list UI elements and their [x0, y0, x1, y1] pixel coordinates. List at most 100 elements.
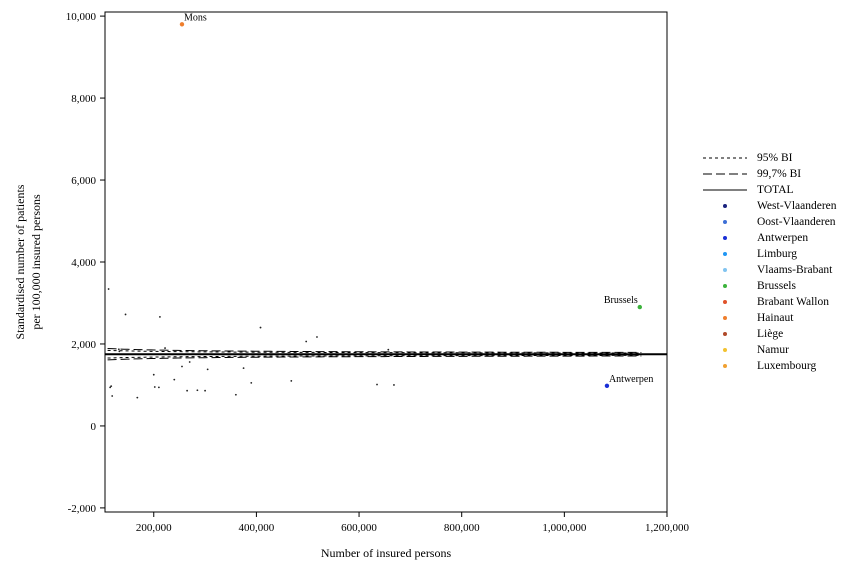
x-tick-label: 600,000: [341, 522, 377, 534]
legend-key: [703, 262, 747, 278]
legend: 95% BI 99,7% BI TOTAL West-Vlaanderen Oost-V…: [703, 150, 837, 374]
legend-key: [703, 310, 747, 326]
legend-key: [703, 342, 747, 358]
legend-item: 99,7% BI: [703, 166, 837, 182]
legend-item: Limburg: [703, 246, 837, 262]
data-point: [152, 373, 155, 376]
data-point: [136, 396, 139, 399]
legend-dot-icon: [723, 220, 727, 224]
legend-label: Namur: [757, 344, 789, 356]
data-point: [111, 395, 114, 397]
legend-dot-icon: [723, 252, 727, 256]
plot-points: Mons Brussels Antwerpen: [107, 12, 653, 399]
legend-key: [703, 358, 747, 374]
legend-item: Oost-Vlaanderen: [703, 214, 837, 230]
point-label: Brussels: [604, 295, 638, 306]
plot-frame: [104, 11, 668, 513]
legend-dot-icon: [723, 300, 727, 304]
data-point: [118, 350, 121, 353]
y-tick-label: 2,000: [71, 339, 96, 351]
legend-label: Vlaams-Brabant: [757, 264, 833, 276]
legend-label: West-Vlaanderen: [757, 200, 837, 212]
data-point: [124, 313, 127, 316]
y-axis: -2,000 0 2,000 4,000 6,000 8,000 10,000: [66, 11, 105, 515]
legend-label: Liège: [757, 328, 784, 340]
data-point: [110, 385, 113, 388]
legend-item: Namur: [703, 342, 837, 358]
legend-label: TOTAL: [757, 184, 794, 196]
data-point: [206, 368, 209, 371]
x-tick-label: 400,000: [239, 522, 275, 534]
data-point: [204, 389, 206, 392]
ci997-upper-line: [107, 347, 642, 353]
data-point: [305, 340, 308, 343]
labeled-point: [637, 304, 642, 310]
data-point: [159, 316, 161, 318]
legend-dot-icon: [723, 348, 727, 352]
legend-item: Luxembourg: [703, 358, 837, 374]
x-axis-label: Number of insured persons: [321, 546, 452, 560]
data-point: [290, 379, 293, 382]
legend-dot-icon: [723, 204, 727, 208]
x-tick-label: 200,000: [136, 522, 172, 534]
legend-line-icon: [703, 157, 747, 159]
legend-item: TOTAL: [703, 182, 837, 198]
legend-key: [703, 150, 747, 166]
legend-dot-icon: [723, 284, 727, 288]
data-point: [164, 347, 166, 349]
legend-item: West-Vlaanderen: [703, 198, 837, 214]
legend-dot-icon: [723, 316, 727, 320]
data-point: [157, 386, 160, 389]
plot-lines: [105, 347, 667, 361]
x-tick-label: 800,000: [444, 522, 480, 534]
labeled-point: [604, 383, 610, 388]
legend-key: [703, 294, 747, 310]
data-point: [234, 393, 237, 396]
y-tick-label: -2,000: [68, 503, 97, 515]
data-point: [242, 367, 245, 370]
data-point: [181, 365, 183, 368]
legend-item: Liège: [703, 326, 837, 342]
y-tick-label: 8,000: [71, 93, 96, 105]
data-point: [376, 383, 378, 386]
legend-label: Brabant Wallon: [757, 296, 829, 308]
y-tick-label: 6,000: [71, 175, 96, 187]
legend-key: [703, 278, 747, 294]
legend-dot-icon: [723, 332, 727, 336]
legend-key: [703, 246, 747, 262]
legend-item: Hainaut: [703, 310, 837, 326]
data-point: [188, 361, 191, 363]
legend-label: 99,7% BI: [757, 168, 802, 180]
x-tick-label: 1,200,000: [645, 522, 690, 534]
ci997-lower-line: [107, 355, 642, 361]
ci95-lower-line: [107, 354, 642, 359]
data-point: [387, 348, 390, 351]
legend-line-icon: [703, 173, 747, 175]
legend-dot-icon: [723, 268, 727, 272]
point-label: Mons: [184, 12, 207, 23]
data-point: [117, 348, 120, 351]
legend-dot-icon: [723, 236, 727, 240]
legend-key: [703, 214, 747, 230]
legend-line-icon: [703, 189, 747, 191]
data-point: [196, 389, 199, 392]
legend-label: Luxembourg: [757, 360, 817, 372]
legend-dot-icon: [723, 364, 727, 368]
x-tick-label: 1,000,000: [542, 522, 587, 534]
ci95-upper-line: [107, 349, 642, 354]
x-axis: 200,000 400,000 600,000 800,000 1,000,000 1,2…: [136, 512, 690, 534]
legend-key: [703, 230, 747, 246]
y-tick-label: 4,000: [71, 257, 96, 269]
data-point: [250, 382, 253, 384]
data-point: [109, 386, 112, 389]
data-point: [173, 378, 176, 381]
legend-key: [703, 326, 747, 342]
legend-item: Brabant Wallon: [703, 294, 837, 310]
y-axis-label-line-2: per 100,000 insured persons: [29, 194, 43, 330]
legend-item: Brussels: [703, 278, 837, 294]
data-point: [393, 384, 395, 386]
legend-label: Antwerpen: [757, 232, 809, 244]
legend-label: Limburg: [757, 248, 798, 260]
data-point: [186, 389, 189, 392]
